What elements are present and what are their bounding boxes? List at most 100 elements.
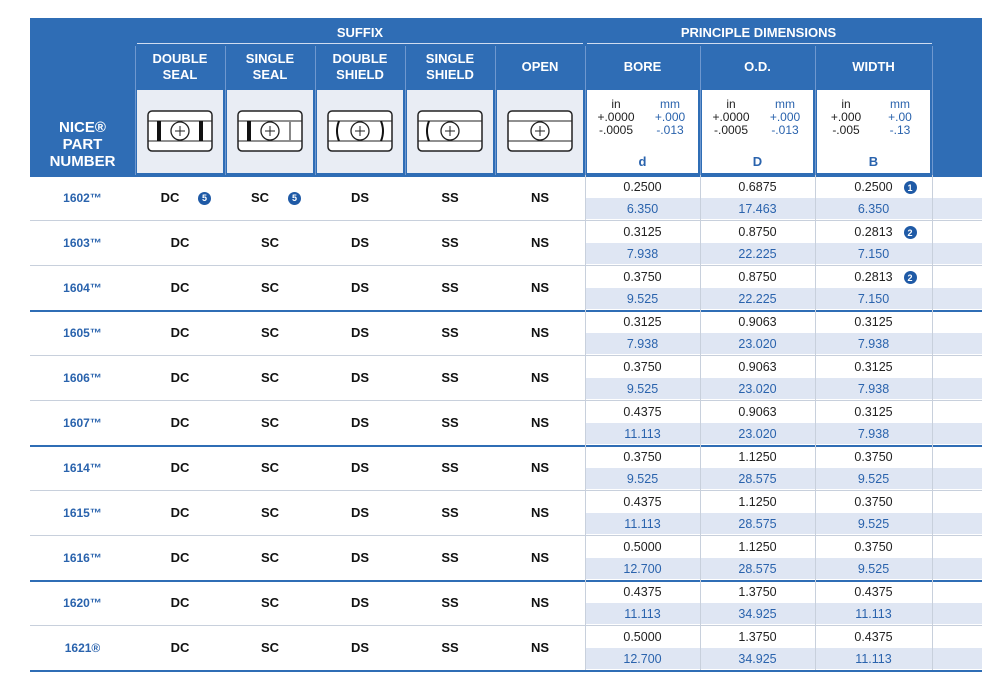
part-number: 1621® — [64, 640, 101, 655]
unit-mm: -.13 — [889, 122, 911, 137]
suffix-code: SS — [441, 415, 459, 430]
mm-value: 28.575 — [738, 471, 777, 486]
suffix-code: DC — [170, 415, 190, 430]
row-divider — [30, 175, 982, 177]
column-header: SEAL — [162, 66, 198, 82]
mm-band — [816, 558, 932, 579]
column-header: SEAL — [252, 66, 288, 82]
row-divider — [30, 310, 982, 312]
mm-value: 12.700 — [623, 561, 662, 576]
suffix-code: DC — [170, 460, 190, 475]
bearing-icon — [327, 110, 393, 152]
suffix-code: DS — [350, 460, 370, 475]
mm-value: 11.113 — [855, 606, 892, 621]
suffix-code: SS — [441, 190, 459, 205]
mm-value: 9.525 — [626, 291, 659, 306]
unit-in: in — [611, 96, 621, 111]
column-header: SHIELD — [336, 66, 384, 82]
units-cell — [587, 90, 698, 173]
suffix-code: SS — [441, 640, 459, 655]
row-divider — [30, 265, 982, 266]
col-line — [700, 490, 701, 535]
mm-value: 11.113 — [624, 426, 661, 441]
inch-value: 0.4375 — [623, 405, 662, 419]
dimensions-group: PRINCIPLE DIMENSIONS — [680, 24, 837, 40]
suffix-code: NS — [530, 550, 550, 565]
col-line — [585, 535, 586, 580]
col-line — [815, 355, 816, 400]
mm-value: 6.350 — [857, 201, 890, 216]
suffix-code: DC — [170, 550, 190, 565]
inch-value: 1.3750 — [738, 585, 777, 599]
dimension-symbol: d — [638, 153, 647, 169]
row-divider — [30, 355, 982, 356]
mm-band — [933, 603, 982, 624]
dimension-symbol: B — [868, 153, 879, 169]
unit-in: +.0000 — [597, 109, 635, 124]
mm-band — [816, 513, 932, 534]
mm-band — [586, 648, 700, 669]
mm-value: 23.020 — [738, 381, 777, 396]
col-line — [700, 220, 701, 265]
inch-value: 1.1250 — [738, 540, 777, 554]
suffix-code: DC — [170, 325, 190, 340]
inch-value: 0.3125 — [623, 225, 662, 239]
suffix-code: NS — [530, 415, 550, 430]
mm-band — [816, 243, 932, 264]
suffix-group: SUFFIX — [336, 24, 384, 40]
col-line — [700, 265, 701, 310]
mm-band — [701, 558, 815, 579]
bearing-icon — [507, 110, 573, 152]
col-line — [700, 175, 701, 220]
column-header: SINGLE — [425, 50, 475, 66]
suffix-code: NS — [530, 640, 550, 655]
suffix-code: DC — [170, 640, 190, 655]
row-divider — [30, 625, 982, 626]
suffix-code: SS — [441, 280, 459, 295]
mm-band — [933, 198, 982, 219]
part-number: 1607™ — [63, 415, 102, 430]
group-rule — [137, 43, 583, 44]
column-divider — [225, 46, 226, 175]
mm-band — [816, 378, 932, 399]
col-line — [815, 580, 816, 625]
mm-band — [933, 513, 982, 534]
suffix-code: SC — [250, 190, 270, 205]
suffix-code: SC — [260, 280, 280, 295]
part-number: 1615™ — [63, 505, 102, 520]
mm-band — [701, 648, 815, 669]
mm-band — [701, 423, 815, 444]
part-number: 1603™ — [63, 235, 102, 250]
mm-value: 7.938 — [857, 336, 890, 351]
col-line — [585, 490, 586, 535]
column-header: SHIELD — [426, 66, 474, 82]
mm-band — [816, 198, 932, 219]
inch-value: 0.3750 — [623, 270, 662, 284]
mm-band — [701, 378, 815, 399]
mm-value: 34.925 — [738, 606, 777, 621]
inch-value: 0.8750 — [738, 225, 777, 239]
mm-band — [816, 648, 932, 669]
suffix-code: NS — [530, 595, 550, 610]
mm-value: 22.225 — [738, 291, 777, 306]
column-header: BORE — [623, 58, 662, 74]
col-line — [932, 535, 933, 580]
col-line — [700, 580, 701, 625]
mm-band — [933, 558, 982, 579]
col-line — [932, 355, 933, 400]
footnote-marker: 5 — [288, 191, 301, 205]
inch-value: 0.9063 — [738, 360, 777, 374]
col-line — [585, 310, 586, 355]
mm-band — [816, 423, 932, 444]
part-number-label: NUMBER — [49, 152, 116, 170]
col-line — [932, 445, 933, 490]
col-line — [700, 310, 701, 355]
column-divider — [495, 46, 496, 175]
dimension-symbol: D — [752, 153, 763, 169]
suffix-code: DC — [170, 280, 190, 295]
suffix-code: DS — [350, 640, 370, 655]
column-header: OPEN — [521, 58, 559, 74]
col-line — [815, 220, 816, 265]
mm-value: 28.575 — [738, 561, 777, 576]
col-line — [815, 535, 816, 580]
